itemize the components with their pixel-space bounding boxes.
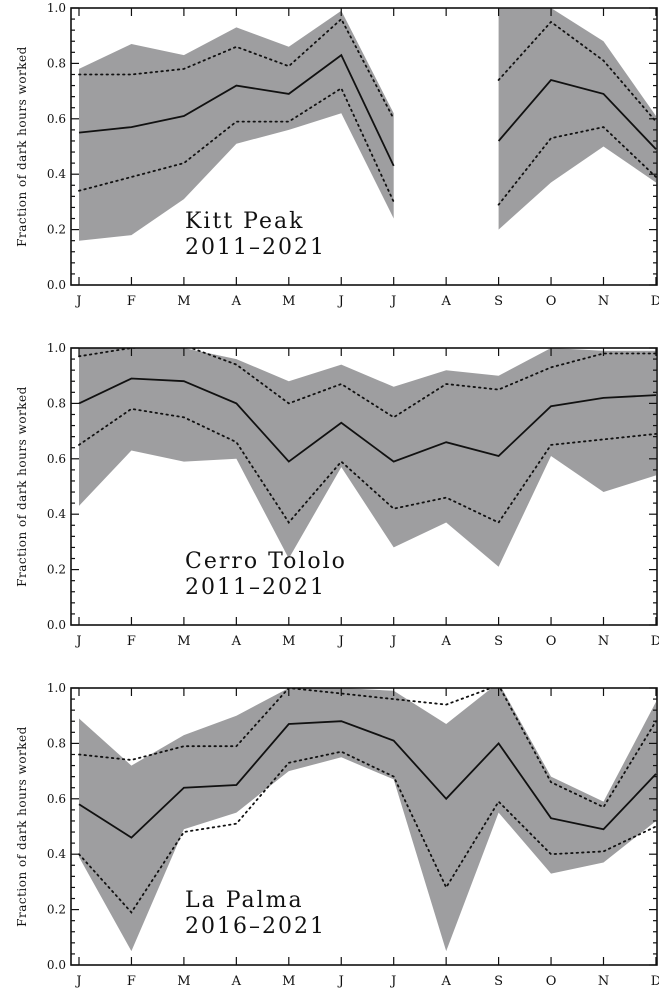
month-label: O [546, 294, 557, 309]
month-label: M [177, 974, 190, 989]
month-label: M [282, 634, 295, 649]
month-label: J [74, 974, 81, 989]
mean-line [78, 720, 657, 839]
month-label: F [127, 974, 136, 989]
y-axis-label: Fraction of dark hours worked [15, 386, 29, 587]
month-label: J [389, 294, 396, 309]
month-label: M [177, 634, 190, 649]
lower-dotted-line [78, 750, 657, 914]
site-label: Cerro Tololo [185, 549, 347, 574]
years-label: 2016–2021 [185, 914, 326, 939]
y-tick-label: 0.6 [47, 452, 66, 466]
range-band [498, 8, 656, 230]
month-label: N [598, 974, 609, 989]
month-label: A [231, 634, 242, 649]
plot-frame [70, 687, 658, 966]
month-label: J [337, 294, 344, 309]
month-label: S [494, 634, 503, 649]
month-label: M [282, 974, 295, 989]
y-tick-label: 1.0 [47, 341, 66, 355]
plot-frame [70, 7, 658, 286]
month-label: S [494, 974, 503, 989]
month-label: J [74, 294, 81, 309]
y-tick-label: 0.8 [47, 396, 66, 410]
month-label: M [282, 294, 295, 309]
month-label: D [651, 294, 659, 309]
panel-1: 0.0 0.2 0.4 0.6 0.8 1.0 J F M A M J J A S O N D Fraction o… [15, 1, 659, 309]
month-label: J [389, 974, 396, 989]
month-label: D [651, 974, 659, 989]
month-label: F [127, 634, 136, 649]
month-label: M [177, 294, 190, 309]
years-label: 2011–2021 [185, 575, 326, 600]
range-band [79, 348, 656, 567]
y-tick-label: 0.0 [47, 618, 66, 632]
y-axis-label: Fraction of dark hours worked [15, 726, 29, 927]
lower-dotted-line [497, 126, 657, 206]
y-tick-label: 0.2 [47, 223, 66, 237]
y-tick-label: 0.6 [47, 792, 66, 806]
y-tick-label: 0.2 [47, 563, 66, 577]
mean-line [497, 78, 657, 150]
range-band [79, 688, 656, 952]
plot-area [78, 688, 657, 952]
month-label: J [337, 974, 344, 989]
y-tick-label: 0.4 [47, 507, 66, 521]
y-tick-label: 0.8 [47, 736, 66, 750]
site-label: La Palma [185, 888, 304, 913]
month-label: O [546, 634, 557, 649]
month-label: F [127, 294, 136, 309]
panel-3: 0.0 0.2 0.4 0.6 0.8 1.0 J F M A M J J A S O N D Fraction o… [15, 681, 659, 989]
plot-area [78, 8, 657, 241]
y-tick-label: 0.2 [47, 903, 66, 917]
upper-dotted-line [78, 688, 657, 809]
month-label: J [337, 634, 344, 649]
mean-line [78, 53, 395, 167]
y-tick-label: 0.4 [47, 167, 66, 181]
month-label: A [440, 634, 451, 649]
month-label: N [598, 294, 609, 309]
lower-dotted-line [78, 86, 395, 203]
upper-dotted-line [78, 348, 657, 419]
month-label: A [231, 294, 242, 309]
years-label: 2011–2021 [185, 235, 326, 260]
y-tick-label: 0.8 [47, 56, 66, 70]
month-label: N [598, 634, 609, 649]
month-label: A [231, 974, 242, 989]
plot-frame [70, 347, 658, 626]
month-label: D [651, 634, 659, 649]
range-band [79, 10, 394, 241]
plot-area [78, 348, 657, 567]
y-tick-label: 0.0 [47, 278, 66, 292]
y-axis-label: Fraction of dark hours worked [15, 46, 29, 247]
lower-dotted-line [78, 407, 657, 524]
y-tick-label: 0.0 [47, 958, 66, 972]
upper-dotted-line [497, 20, 657, 123]
month-label: O [546, 974, 557, 989]
y-tick-label: 1.0 [47, 681, 66, 695]
month-label: A [440, 974, 451, 989]
panel-2: 0.0 0.2 0.4 0.6 0.8 1.0 J F M A M J J A S O N D Fraction o… [15, 341, 659, 649]
y-tick-label: 0.6 [47, 112, 66, 126]
mean-line [78, 377, 657, 463]
site-label: Kitt Peak [185, 209, 304, 234]
y-tick-label: 1.0 [47, 1, 66, 15]
month-label: S [494, 294, 503, 309]
month-label: J [389, 634, 396, 649]
y-tick-label: 0.4 [47, 847, 66, 861]
month-label: A [440, 294, 451, 309]
month-label: J [74, 634, 81, 649]
